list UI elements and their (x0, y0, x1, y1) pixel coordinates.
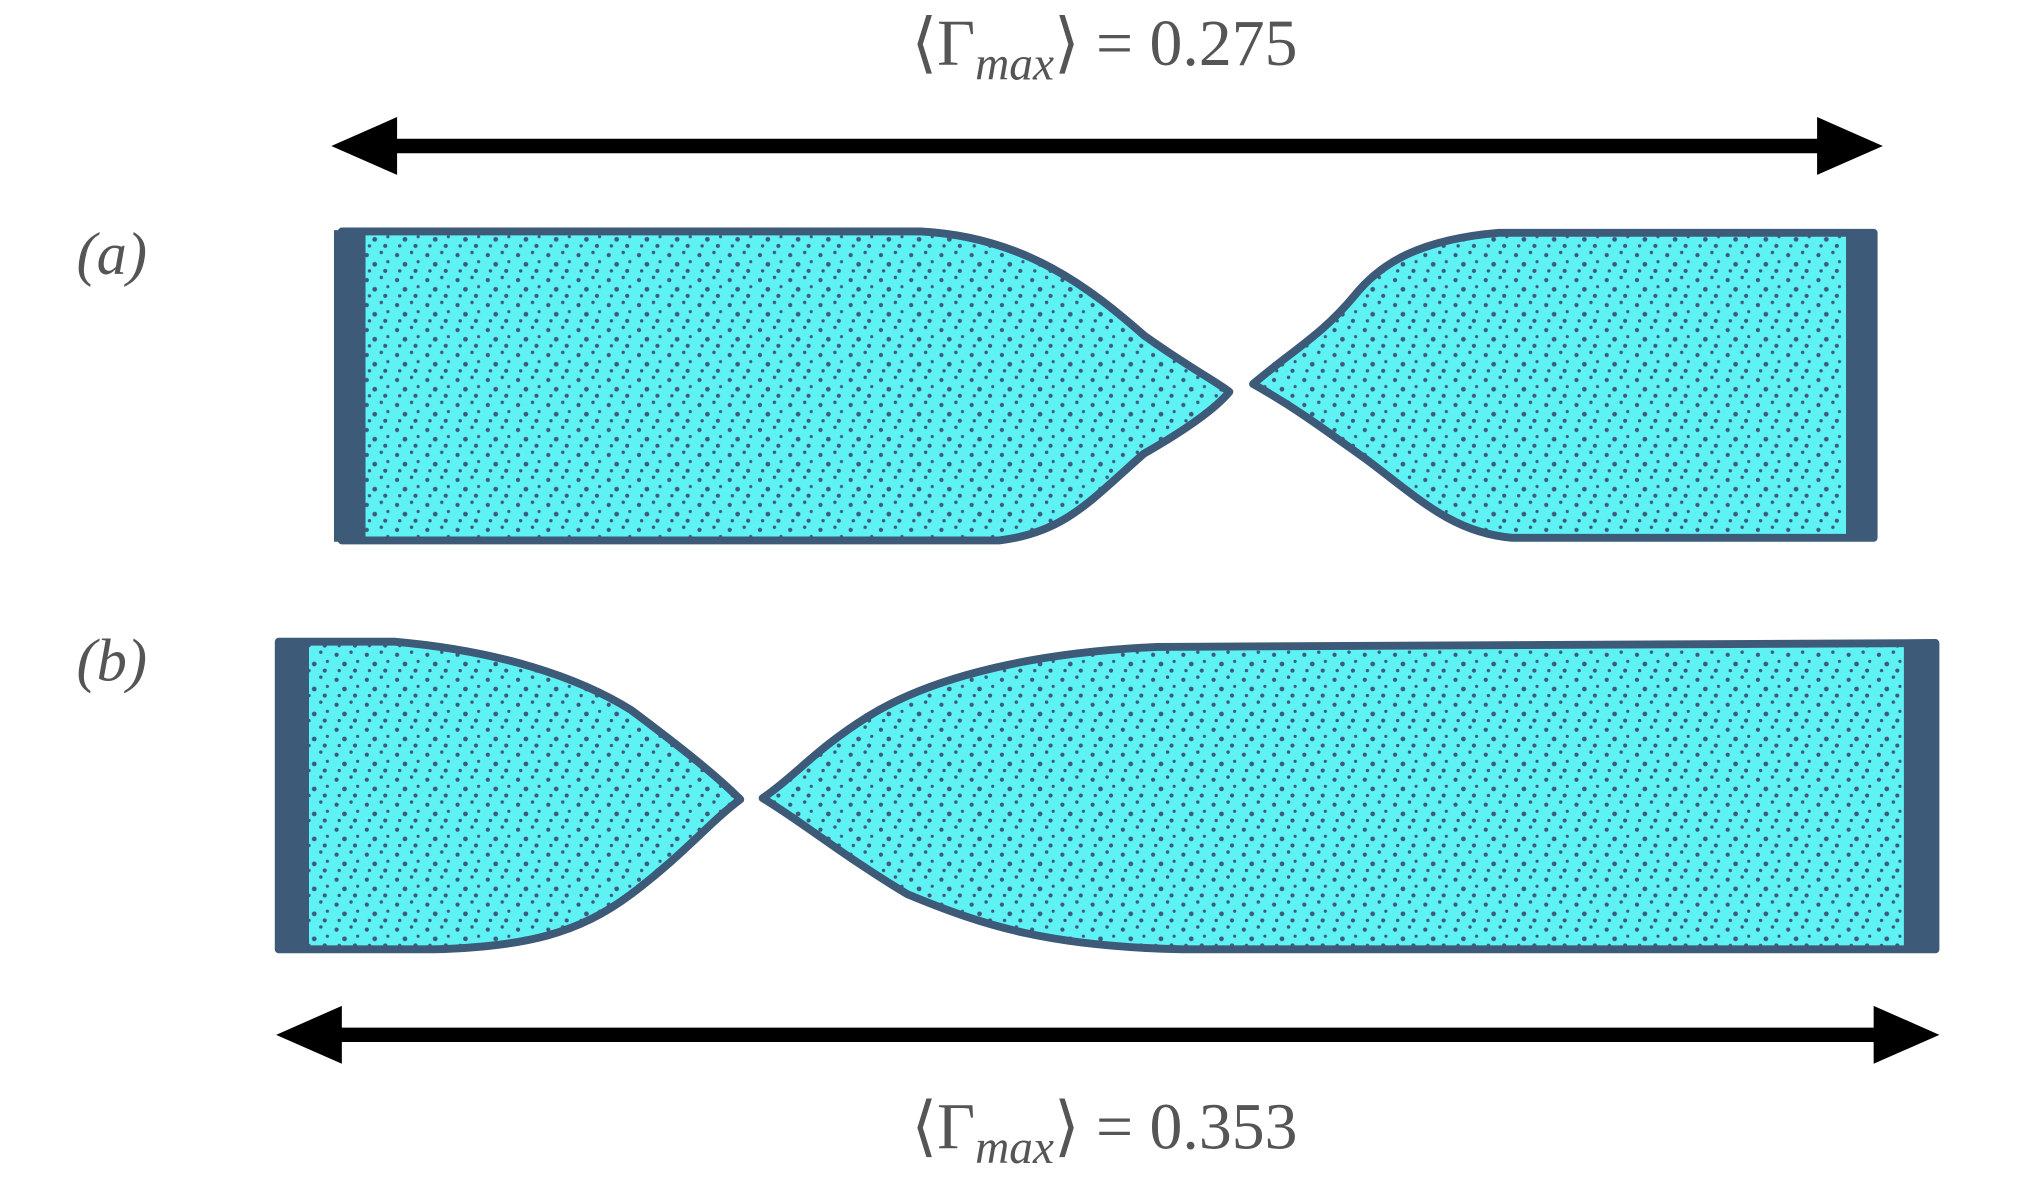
panel-label: (b) (77, 628, 148, 695)
annotation-subscript: max (975, 38, 1054, 90)
annotation-suffix: ⟩ = 0.275 (1054, 7, 1298, 80)
arrow-b (276, 1005, 1940, 1064)
annotation-prefix: ⟨Γ (911, 1091, 975, 1164)
arrow-a (331, 117, 1883, 175)
panel-label: (a) (77, 221, 148, 288)
annotation-a: ⟨Γmax⟩ = 0.275 (911, 7, 1297, 90)
specimen-a (333, 227, 1878, 545)
specimen-b (274, 637, 1940, 954)
annotation-subscript: max (975, 1122, 1054, 1174)
annotation-suffix: ⟩ = 0.353 (1054, 1091, 1298, 1164)
annotation-b: ⟨Γmax⟩ = 0.353 (911, 1091, 1297, 1174)
annotation-prefix: ⟨Γ (911, 7, 975, 80)
